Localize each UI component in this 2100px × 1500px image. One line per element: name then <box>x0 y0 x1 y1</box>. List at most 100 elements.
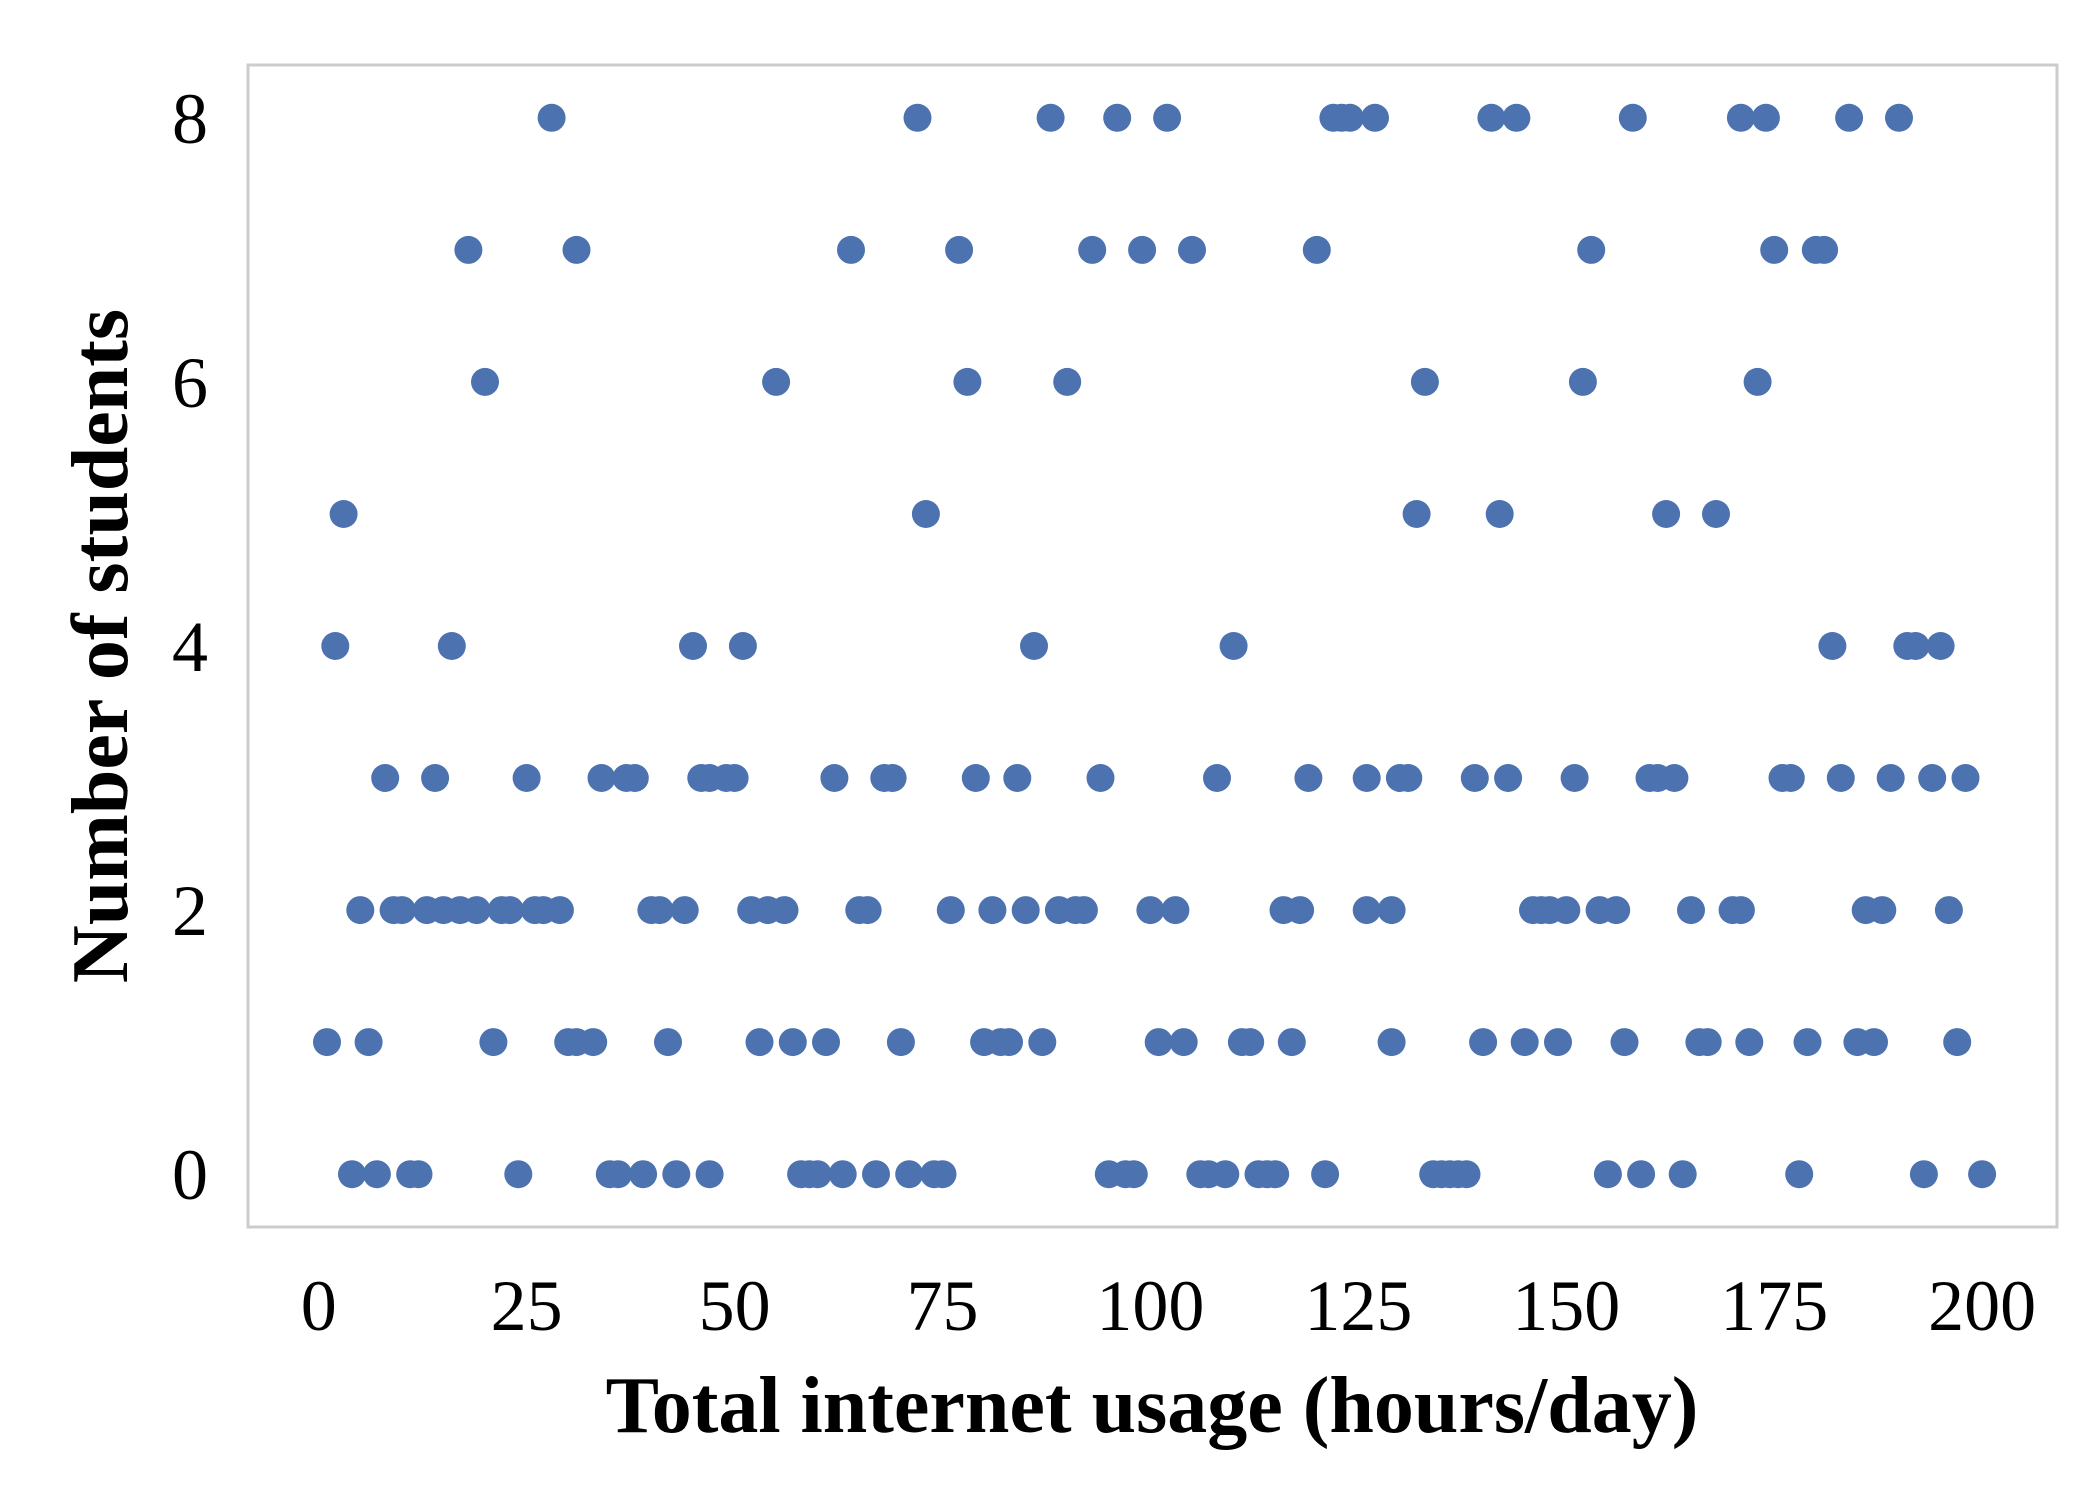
data-point <box>1352 896 1381 925</box>
y-tick-label: 4 <box>172 607 208 687</box>
data-point <box>1835 103 1864 132</box>
x-tick-label: 25 <box>491 1266 563 1346</box>
x-tick-labels: 0 25 50 75 100 125 150 175 200 <box>301 1266 2036 1346</box>
data-point <box>371 764 400 792</box>
data-point <box>404 1160 433 1189</box>
y-tick-label: 2 <box>172 871 208 951</box>
data-point <box>803 1160 832 1189</box>
data-point <box>670 896 699 925</box>
data-point <box>313 1028 341 1057</box>
data-point <box>629 1160 658 1189</box>
data-point <box>1826 764 1855 792</box>
data-point <box>1053 367 1082 396</box>
data-point <box>1020 632 1048 660</box>
x-tick-label: 0 <box>301 1266 337 1346</box>
data-point <box>770 896 799 925</box>
data-point <box>1868 896 1897 925</box>
data-point <box>1302 235 1331 264</box>
data-point <box>1361 103 1389 132</box>
data-point <box>1011 896 1040 925</box>
data-point <box>995 1028 1023 1057</box>
data-point <box>1726 103 1755 132</box>
data-point <box>1951 764 1980 792</box>
x-tick-label: 200 <box>1928 1266 2036 1346</box>
data-point <box>1028 1028 1057 1057</box>
data-point <box>1086 764 1115 792</box>
data-point <box>1702 500 1730 528</box>
data-point <box>1577 235 1606 264</box>
data-point <box>587 764 616 792</box>
data-point <box>346 896 375 925</box>
data-point <box>1776 764 1805 792</box>
data-point <box>1069 896 1098 925</box>
data-point <box>654 1028 682 1057</box>
data-point <box>496 896 524 925</box>
data-point <box>1485 500 1514 528</box>
data-point <box>1169 1028 1198 1057</box>
data-point <box>978 896 1007 925</box>
data-point <box>745 1028 774 1057</box>
data-point <box>1144 1028 1173 1057</box>
data-point <box>1261 1160 1290 1189</box>
data-point <box>720 764 749 792</box>
data-point <box>1818 632 1847 660</box>
data-point <box>362 1160 391 1189</box>
data-point <box>1510 1028 1539 1057</box>
data-point <box>338 1160 366 1189</box>
data-point <box>329 500 358 528</box>
data-point <box>853 896 882 925</box>
data-point <box>1402 500 1431 528</box>
data-point <box>1560 764 1589 792</box>
data-point <box>1036 103 1065 132</box>
data-point <box>387 896 416 925</box>
x-tick-label: 150 <box>1512 1266 1620 1346</box>
data-point <box>961 764 990 792</box>
data-point <box>953 367 982 396</box>
data-point <box>1078 235 1107 264</box>
x-tick-label: 100 <box>1096 1266 1204 1346</box>
data-point <box>1377 896 1406 925</box>
data-point <box>936 896 965 925</box>
data-point <box>945 235 974 264</box>
y-tick-label: 8 <box>172 79 208 159</box>
data-point <box>354 1028 383 1057</box>
data-point <box>778 1028 807 1057</box>
data-point <box>662 1160 691 1189</box>
data-point <box>679 632 707 660</box>
data-point <box>862 1160 890 1189</box>
data-point <box>1618 103 1647 132</box>
x-tick-label: 50 <box>699 1266 771 1346</box>
data-point <box>1602 896 1631 925</box>
data-point <box>1660 764 1689 792</box>
x-tick-label: 125 <box>1304 1266 1412 1346</box>
data-point <box>1103 103 1132 132</box>
data-point <box>1568 367 1597 396</box>
data-point <box>820 764 849 792</box>
data-point <box>1003 764 1032 792</box>
y-axis-title: Number of students <box>57 309 145 983</box>
data-point <box>1926 632 1955 660</box>
data-point <box>1352 764 1381 792</box>
data-point <box>1119 1160 1148 1189</box>
data-point <box>1901 632 1930 660</box>
data-point <box>1968 1160 1997 1189</box>
data-point <box>1128 235 1157 264</box>
data-point <box>1277 1028 1306 1057</box>
data-point <box>1136 896 1165 925</box>
data-point <box>1668 1160 1697 1189</box>
data-point <box>1236 1028 1265 1057</box>
y-tick-label: 0 <box>172 1135 208 1215</box>
data-point <box>886 1028 915 1057</box>
data-point <box>1793 1028 1822 1057</box>
data-point <box>1502 103 1531 132</box>
data-points <box>313 103 1997 1189</box>
x-axis-title: Total internet usage (hours/day) <box>606 1362 1699 1450</box>
data-point <box>1477 103 1506 132</box>
data-point <box>479 1028 508 1057</box>
data-point <box>1286 896 1315 925</box>
data-point <box>1876 764 1905 792</box>
data-point <box>1677 896 1705 925</box>
data-point <box>1760 235 1789 264</box>
data-point <box>1203 764 1231 792</box>
